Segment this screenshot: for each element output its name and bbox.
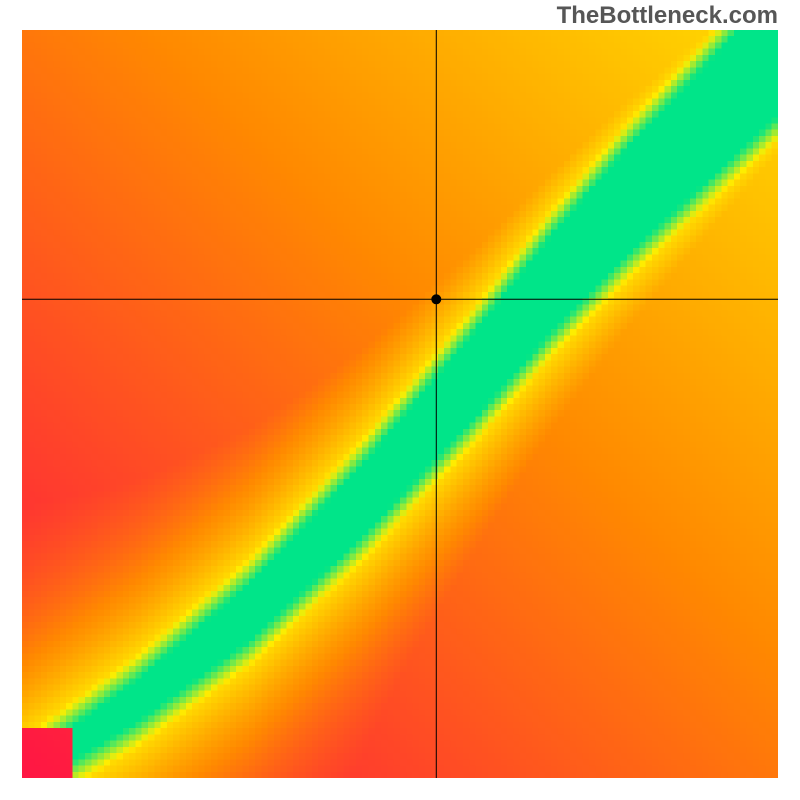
crosshair-overlay <box>0 0 800 800</box>
watermark-text: TheBottleneck.com <box>557 2 778 30</box>
crosshair-marker <box>431 294 441 304</box>
chart-container: TheBottleneck.com <box>0 0 800 800</box>
